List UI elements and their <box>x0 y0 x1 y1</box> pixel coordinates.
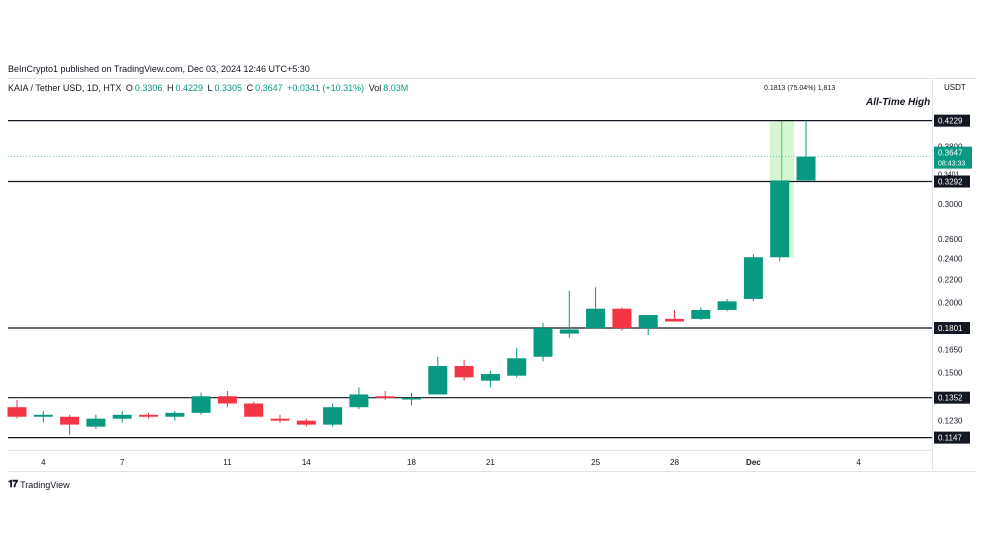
level-tag-bg-1 <box>934 175 970 188</box>
candle-body-22 <box>586 308 606 329</box>
candle-body-0 <box>7 407 27 417</box>
candle-body-28 <box>743 257 763 299</box>
y-tick-label-1: 0.3000 <box>938 200 963 209</box>
close-value: 0.3647 <box>255 83 283 93</box>
x-tick-label-8: Dec <box>746 458 761 467</box>
candle-body-21 <box>559 329 579 334</box>
volume-value: 8.03M <box>383 83 409 93</box>
y-tick-label-3: 0.2400 <box>938 254 963 263</box>
open-label: O <box>125 83 133 93</box>
level-tag-4: 0.1147 <box>938 434 962 443</box>
level-tag-2: 0.1801 <box>938 324 963 333</box>
level-tag-1: 0.3292 <box>938 177 963 186</box>
candle-body-1 <box>33 414 53 417</box>
tradingview-icon: 𝟏𝟕 <box>8 479 18 490</box>
candle-body-14 <box>375 396 395 399</box>
x-tick-label-9: 4 <box>856 458 861 467</box>
ath-label: All-Time High <box>866 97 931 108</box>
currency-label[interactable]: USDT <box>944 83 966 92</box>
x-tick-label-2: 11 <box>223 458 232 467</box>
tradingview-logo[interactable]: 𝟏𝟕 TradingView <box>8 479 70 490</box>
x-tick-label-1: 7 <box>120 458 125 467</box>
x-tick-label-4: 18 <box>407 458 416 467</box>
close-label: C <box>246 83 254 93</box>
countdown-value: 08:43:33 <box>938 161 965 168</box>
low-label: L <box>207 83 213 93</box>
symbol-legend: KAIA / Tether USD, 1D, HTX O 0.3306 H 0.42… <box>8 83 410 93</box>
candle-body-23 <box>612 308 632 329</box>
level-tag-3: 0.1352 <box>938 394 963 403</box>
candle-body-17 <box>454 366 474 378</box>
price-axis-border <box>932 78 933 470</box>
level-tag-bg-0 <box>934 114 970 127</box>
candle-body-8 <box>217 396 237 404</box>
candle-body-20 <box>533 328 553 357</box>
symbol-name: KAIA / Tether USD, 1D, HTX <box>8 83 122 93</box>
candle-body-18 <box>480 374 500 381</box>
publisher-line: BeInCrypto1 published on TradingView.com… <box>8 64 310 74</box>
chart-area[interactable] <box>8 78 976 472</box>
tradingview-brand: TradingView <box>20 479 70 490</box>
x-tick-label-3: 14 <box>302 458 311 467</box>
open-value: 0.3306 <box>134 83 163 93</box>
y-tick-label-2: 0.2600 <box>938 235 963 244</box>
last-price-tag-bg <box>934 146 972 169</box>
candle-body-9 <box>244 403 264 417</box>
high-label: H <box>166 83 174 93</box>
candle-body-11 <box>296 420 316 425</box>
measure-label: 0.1813 (75.04%) 1,813 <box>764 85 836 92</box>
low-value: 0.3305 <box>214 83 243 93</box>
level-tag-bg-3 <box>934 391 970 404</box>
hidden-price-tag: 0.3401 <box>938 172 960 179</box>
candle-body-5 <box>139 414 158 417</box>
level-tag-bg-4 <box>934 431 970 444</box>
level-tag-0: 0.4229 <box>938 117 963 126</box>
y-tick-label-5: 0.2000 <box>938 299 963 308</box>
x-tick-label-0: 4 <box>41 458 46 467</box>
candle-body-10 <box>270 418 290 421</box>
y-tick-label-4: 0.2200 <box>938 275 963 284</box>
y-tick-label-6: 0.1650 <box>938 345 963 354</box>
candle-body-13 <box>349 394 369 408</box>
candle-body-6 <box>165 412 185 417</box>
y-tick-label-7: 0.1500 <box>938 368 963 377</box>
change-value: +0.0341 (+10.31%) <box>287 83 365 93</box>
x-tick-label-6: 25 <box>591 458 600 467</box>
y-tick-label-8: 0.1230 <box>938 417 963 426</box>
candle-body-3 <box>86 418 106 427</box>
candle-body-2 <box>60 416 80 425</box>
last-price-value: 0.3647 <box>938 149 963 158</box>
volume-label: Vol <box>368 83 382 93</box>
candle-body-19 <box>507 358 527 376</box>
candle-body-7 <box>191 396 211 413</box>
high-value: 0.4229 <box>175 83 203 93</box>
level-tag-bg-2 <box>934 322 970 335</box>
candle-body-16 <box>428 366 448 395</box>
time-axis-border <box>8 450 932 451</box>
candle-body-26 <box>691 309 711 319</box>
candle-body-12 <box>323 407 343 425</box>
candle-body-25 <box>665 318 684 322</box>
candle-body-27 <box>717 301 737 310</box>
x-tick-label-7: 28 <box>670 458 679 467</box>
candle-body-24 <box>638 315 658 329</box>
x-tick-label-5: 21 <box>486 458 495 467</box>
candle-body-29 <box>770 180 790 258</box>
candle-body-30 <box>796 156 816 181</box>
candle-body-15 <box>402 398 421 400</box>
candle-body-4 <box>112 414 132 419</box>
